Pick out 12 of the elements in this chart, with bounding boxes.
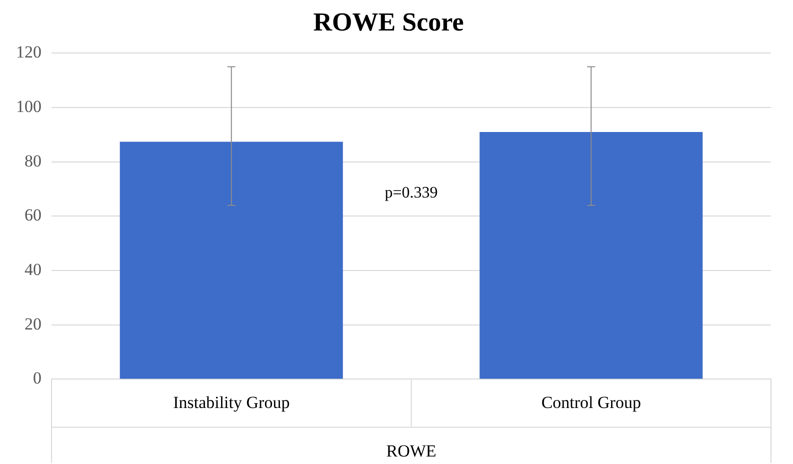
y-tick-label: 100 — [16, 97, 42, 116]
y-tick-label: 60 — [24, 206, 42, 225]
y-tick-label: 40 — [24, 260, 42, 279]
y-tick-label: 80 — [24, 151, 42, 170]
chart-title: ROWE Score — [313, 7, 464, 36]
y-tick-label: 20 — [24, 314, 42, 334]
x-tick-label: Control Group — [541, 392, 641, 412]
y-tick-label: 120 — [16, 42, 42, 62]
x-tick-label: Instability Group — [173, 392, 290, 412]
x-axis-title: ROWE — [386, 441, 436, 460]
y-tick-label: 0 — [33, 368, 42, 388]
annotation: p=0.339 — [384, 184, 438, 202]
